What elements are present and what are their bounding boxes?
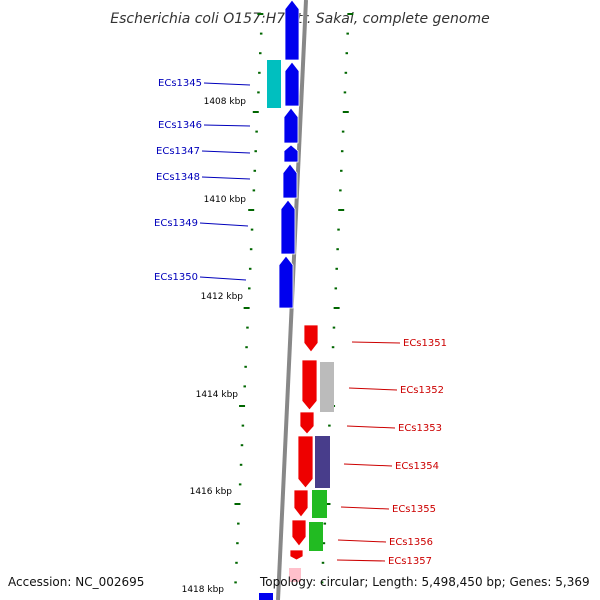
- gene-label-reverse[interactable]: ECs1351: [403, 338, 447, 349]
- gene-label-reverse[interactable]: ECs1357: [388, 556, 432, 567]
- gene-label-leader: [201, 150, 251, 154]
- genome-title: Escherichia coli O157:H7 str. Sakai, com…: [110, 11, 489, 27]
- gene-label-forward[interactable]: ECs1348: [156, 172, 200, 183]
- gene-arrow-reverse[interactable]: [303, 324, 319, 353]
- gene-label-leader: [348, 387, 398, 391]
- ruler-label: 1410 kbp: [204, 195, 247, 205]
- gene-label-leader: [201, 176, 251, 180]
- gene-label-forward[interactable]: ECs1346: [158, 120, 202, 131]
- gene-label-leader: [199, 276, 247, 281]
- ruler-label: 1418 kbp: [182, 585, 225, 595]
- gene-arrow-forward[interactable]: [259, 593, 273, 600]
- gene-label-leader: [337, 539, 387, 543]
- gene-arrow-forward[interactable]: [284, 0, 300, 61]
- gene-label-forward[interactable]: ECs1350: [154, 272, 198, 283]
- ruler-labels: 1408 kbp 1410 kbp 1412 kbp 1414 kbp 1416 kbp…: [182, 97, 247, 595]
- gene-arrow-forward[interactable]: [280, 199, 296, 255]
- gene-label-reverse[interactable]: ECs1354: [395, 461, 439, 472]
- gene-labels: ECs1345 ECs1346 ECs1347 ECs1348 ECs1349 ECs13…: [154, 78, 447, 567]
- ruler-label: 1412 kbp: [201, 292, 244, 302]
- gene-arrow-reverse[interactable]: [291, 519, 307, 547]
- gene-label-reverse[interactable]: ECs1353: [398, 423, 442, 434]
- gray-feature-box[interactable]: [320, 362, 334, 412]
- purple-feature-box[interactable]: [315, 436, 330, 488]
- gene-label-leader: [336, 559, 386, 562]
- cyan-feature-box[interactable]: [267, 60, 281, 108]
- gene-label-reverse[interactable]: ECs1356: [389, 537, 433, 548]
- ruler-label: 1416 kbp: [190, 487, 233, 497]
- green-feature-box[interactable]: [309, 522, 323, 551]
- ruler-label: 1414 kbp: [196, 390, 239, 400]
- gene-arrow-forward[interactable]: [278, 255, 294, 309]
- gene-features: [259, 0, 334, 600]
- gene-label-leader: [351, 341, 401, 344]
- gene-arrow-reverse[interactable]: [289, 549, 304, 561]
- gene-arrow-forward[interactable]: [283, 107, 299, 144]
- gene-label-forward[interactable]: ECs1347: [156, 146, 200, 157]
- gene-label-leader: [203, 82, 251, 86]
- gene-label-leader: [346, 425, 396, 429]
- gene-arrow-reverse[interactable]: [293, 489, 309, 518]
- gene-arrow-forward[interactable]: [283, 144, 299, 163]
- gene-label-leader: [199, 222, 249, 227]
- gene-label-reverse[interactable]: ECs1355: [392, 504, 436, 515]
- gene-arrow-forward[interactable]: [282, 163, 298, 199]
- gene-label-leader: [343, 463, 393, 467]
- gene-arrow-reverse[interactable]: [301, 359, 318, 411]
- gene-arrow-reverse[interactable]: [299, 411, 315, 435]
- gene-arrow-reverse[interactable]: [289, 568, 301, 582]
- gene-arrow-reverse[interactable]: [297, 435, 314, 489]
- gene-label-leader: [340, 506, 390, 510]
- gene-label-reverse[interactable]: ECs1352: [400, 385, 444, 396]
- green-feature-box[interactable]: [312, 490, 327, 518]
- gene-label-forward[interactable]: ECs1345: [158, 78, 202, 89]
- ruler-label: 1408 kbp: [204, 97, 247, 107]
- gene-arrow-forward[interactable]: [284, 61, 300, 107]
- topology-text: Topology: circular; Length: 5,498,450 bp…: [259, 575, 590, 589]
- gene-label-leader: [203, 124, 251, 127]
- gene-label-forward[interactable]: ECs1349: [154, 218, 198, 229]
- accession-text: Accession: NC_002695: [8, 575, 144, 589]
